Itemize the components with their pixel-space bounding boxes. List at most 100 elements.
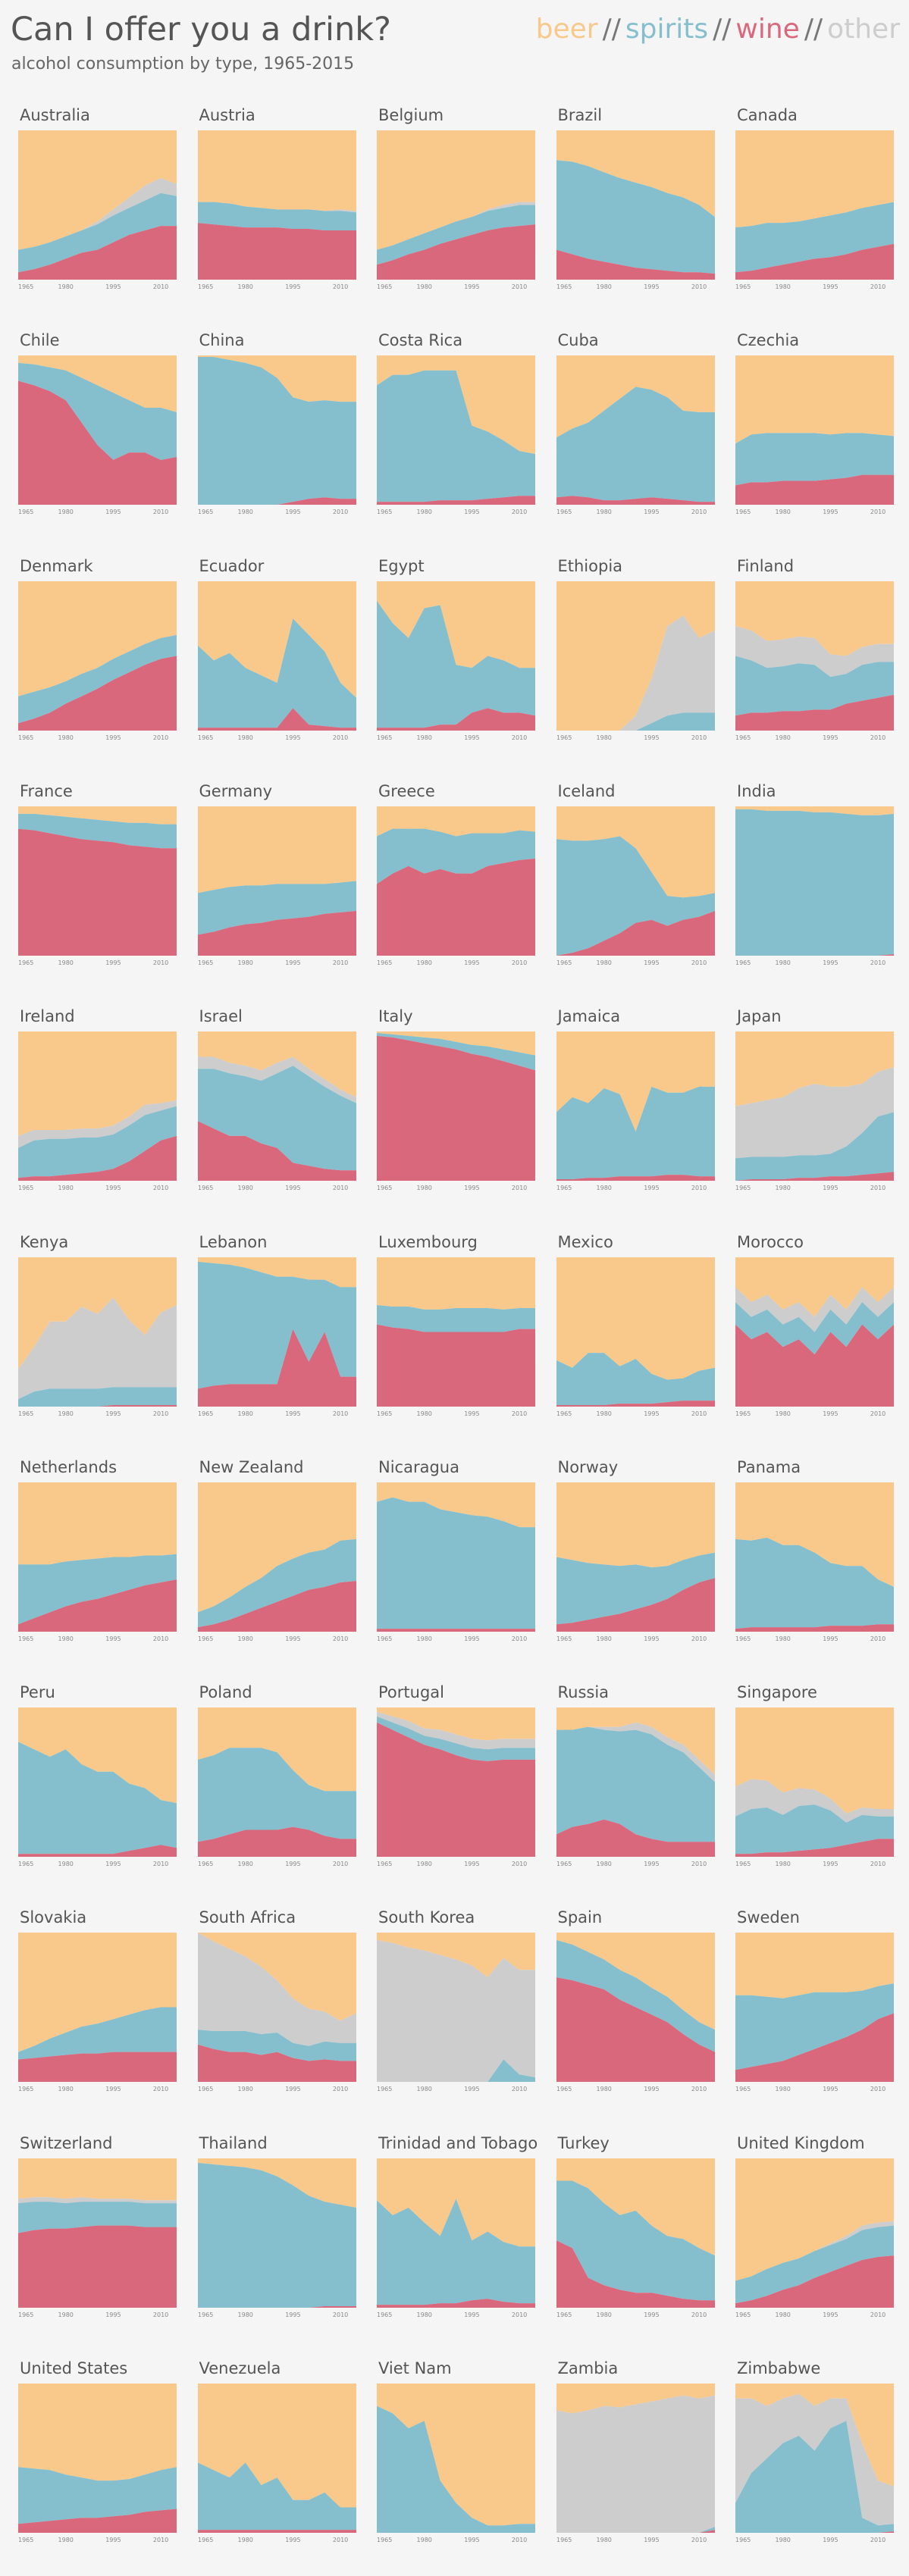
- area-wine: [18, 226, 177, 280]
- area-beer: [735, 806, 894, 815]
- area-chart: 1965 1980 1995 2010: [197, 1933, 356, 2092]
- panel-title: Turkey: [557, 2133, 610, 2152]
- legend-separator: //: [713, 14, 732, 45]
- x-tick-label: 1995: [644, 2086, 659, 2092]
- area-spirits: [377, 2198, 535, 2305]
- area-wine: [735, 694, 894, 731]
- x-tick-label: 1965: [198, 959, 213, 966]
- area-chart: 1965 1980 1995 2010: [556, 1031, 715, 1191]
- area-wine: [18, 656, 177, 731]
- area-wine: [735, 1839, 894, 1858]
- x-tick-label: 1995: [105, 1410, 121, 1417]
- x-tick-label: 2010: [870, 1410, 885, 1417]
- x-tick-label: 1995: [105, 2312, 121, 2318]
- panel-title: Lebanon: [199, 1232, 268, 1251]
- area-spirits: [377, 1497, 535, 1629]
- x-tick-label: 2010: [332, 734, 347, 741]
- chart-panel: India 1965 1980 1995 2010: [729, 782, 896, 987]
- page-subtitle: alcohol consumption by type, 1965-2015: [11, 55, 355, 74]
- area-wine: [18, 1579, 177, 1632]
- chart-panel: France 1965 1980 1995 2010: [12, 782, 179, 987]
- x-tick-label: 2010: [870, 2312, 885, 2318]
- area-chart: 1965 1980 1995 2010: [18, 2384, 177, 2543]
- chart-panel: Israel 1965 1980 1995 2010: [192, 1007, 359, 1212]
- area-chart: 1965 1980 1995 2010: [735, 1031, 894, 1191]
- area-other: [377, 1940, 535, 2083]
- panel-title: Poland: [199, 1683, 252, 1702]
- area-wine: [18, 1845, 177, 1858]
- area-wine: [556, 249, 715, 280]
- x-tick-label: 2010: [153, 1635, 168, 1642]
- panel-title: Egypt: [378, 556, 425, 575]
- x-tick-label: 1965: [556, 959, 572, 966]
- area-other: [377, 1711, 535, 1750]
- area-wine: [377, 1324, 535, 1407]
- x-tick-label: 2010: [691, 509, 706, 515]
- chart-panel: Japan 1965 1980 1995 2010: [729, 1007, 896, 1212]
- area-beer: [197, 1707, 356, 1792]
- x-tick-label: 1995: [105, 283, 121, 290]
- x-tick-label: 2010: [870, 959, 885, 966]
- legend-wine: wine: [735, 14, 800, 45]
- x-tick-label: 1965: [556, 283, 572, 290]
- x-tick-label: 1995: [644, 2537, 659, 2543]
- area-chart: 1965 1980 1995 2010: [197, 1257, 356, 1417]
- area-spirits: [18, 813, 177, 849]
- x-tick-label: 1980: [417, 2086, 432, 2092]
- area-beer: [377, 2384, 535, 2526]
- area-spirits: [556, 1552, 715, 1624]
- x-tick-label: 1965: [556, 734, 572, 741]
- x-tick-label: 1965: [377, 1861, 392, 1867]
- panel-title: Zambia: [557, 2359, 619, 2377]
- x-tick-label: 2010: [153, 2537, 168, 2543]
- panel-title: Chile: [20, 331, 60, 350]
- x-tick-label: 2010: [512, 734, 527, 741]
- area-spirits: [197, 1748, 356, 1842]
- x-tick-label: 1995: [464, 2537, 479, 2543]
- x-tick-label: 1980: [58, 1861, 74, 1867]
- legend-separator: //: [602, 14, 621, 45]
- area-beer: [556, 1031, 715, 1132]
- panel-title: South Africa: [199, 1908, 296, 1927]
- panel-title: Luxembourg: [378, 1232, 478, 1251]
- chart-panel: Zimbabwe 1965 1980 1995 2010: [729, 2359, 896, 2564]
- area-chart: 1965 1980 1995 2010: [556, 130, 715, 290]
- area-spirits: [735, 656, 894, 715]
- x-tick-label: 1965: [18, 959, 33, 966]
- area-wine: [377, 1036, 535, 1182]
- area-other: [735, 1286, 894, 1332]
- area-chart: 1965 1980 1995 2010: [735, 581, 894, 741]
- x-tick-label: 1995: [464, 509, 479, 515]
- area-chart: 1965 1980 1995 2010: [556, 2384, 715, 2543]
- chart-panel: Panama 1965 1980 1995 2010: [729, 1458, 896, 1663]
- x-tick-label: 1980: [58, 2537, 74, 2543]
- panel-title: Spain: [557, 1908, 603, 1927]
- x-tick-label: 1980: [596, 2537, 611, 2543]
- area-beer: [18, 581, 177, 696]
- x-tick-label: 1980: [776, 959, 791, 966]
- x-tick-label: 1965: [198, 734, 213, 741]
- area-beer: [735, 1933, 894, 1999]
- x-tick-label: 1980: [417, 1635, 432, 1642]
- area-spirits: [18, 192, 177, 273]
- x-tick-label: 1995: [644, 1410, 659, 1417]
- x-tick-label: 1980: [596, 2086, 611, 2092]
- area-wine: [556, 2240, 715, 2308]
- area-other: [556, 615, 715, 731]
- area-spirits: [377, 370, 535, 502]
- area-spirits: [556, 1726, 715, 1842]
- panel-title: Brazil: [557, 106, 603, 124]
- panel-title: China: [199, 331, 245, 350]
- x-tick-label: 2010: [153, 2312, 168, 2318]
- x-tick-label: 1965: [18, 1635, 33, 1642]
- x-tick-label: 2010: [870, 2086, 885, 2092]
- area-spirits: [735, 433, 894, 486]
- area-chart: 1965 1980 1995 2010: [18, 1707, 177, 1867]
- panel-title: Mexico: [557, 1232, 613, 1251]
- chart-panel: Brazil 1965 1980 1995 2010: [550, 106, 717, 311]
- area-spirits: [377, 600, 535, 728]
- chart-panel: Ireland 1965 1980 1995 2010: [12, 1007, 179, 1212]
- x-tick-label: 2010: [691, 2312, 706, 2318]
- x-tick-label: 1965: [18, 1861, 33, 1867]
- chart-panel: South Africa 1965 1980 1995 2010: [192, 1908, 359, 2113]
